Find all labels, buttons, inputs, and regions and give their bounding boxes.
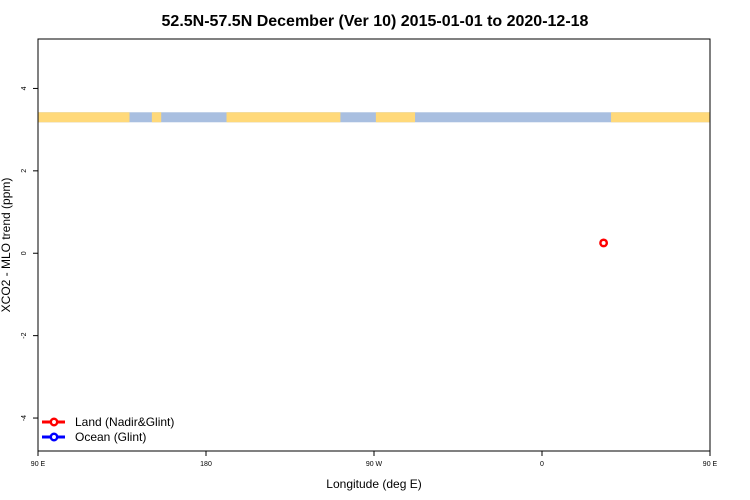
legend-marker — [49, 417, 59, 427]
x-axis: 90 E 180 90 W 0 90 E — [31, 451, 718, 468]
x-axis-title: Longitude (deg E) — [326, 477, 421, 491]
x-tick-label: 180 — [200, 461, 212, 468]
data-point — [599, 238, 609, 248]
y-axis-title: XCO2 - MLO trend (ppm) — [0, 178, 13, 313]
chart-title: 52.5N-57.5N December (Ver 10) 2015-01-01… — [162, 13, 589, 30]
y-tick-label: 0 — [21, 251, 28, 255]
land-segment — [151, 112, 162, 123]
x-tick-label: 90 W — [366, 461, 383, 468]
surface-strip — [38, 112, 710, 123]
legend: Land (Nadir&Glint)Ocean (Glint) — [42, 415, 174, 444]
y-tick-label: -2 — [21, 332, 28, 338]
y-tick-label: 4 — [21, 86, 28, 90]
legend-marker — [49, 432, 59, 442]
y-tick-label: -4 — [21, 415, 28, 421]
land-segment — [38, 112, 130, 123]
land-segment — [611, 112, 710, 123]
x-tick-label: 90 E — [31, 461, 46, 468]
legend-label: Land (Nadir&Glint) — [75, 415, 174, 429]
land-segment — [226, 112, 341, 123]
x-tick-label: 90 E — [703, 461, 718, 468]
data-points — [599, 238, 609, 248]
y-axis: -4 -2 0 2 4 — [21, 86, 38, 421]
plot-frame — [37, 38, 711, 452]
y-tick-label: 2 — [21, 169, 28, 173]
legend-label: Ocean (Glint) — [75, 430, 146, 444]
x-tick-label: 0 — [540, 461, 544, 468]
land-segment — [375, 112, 416, 123]
ocean-band — [38, 112, 710, 123]
